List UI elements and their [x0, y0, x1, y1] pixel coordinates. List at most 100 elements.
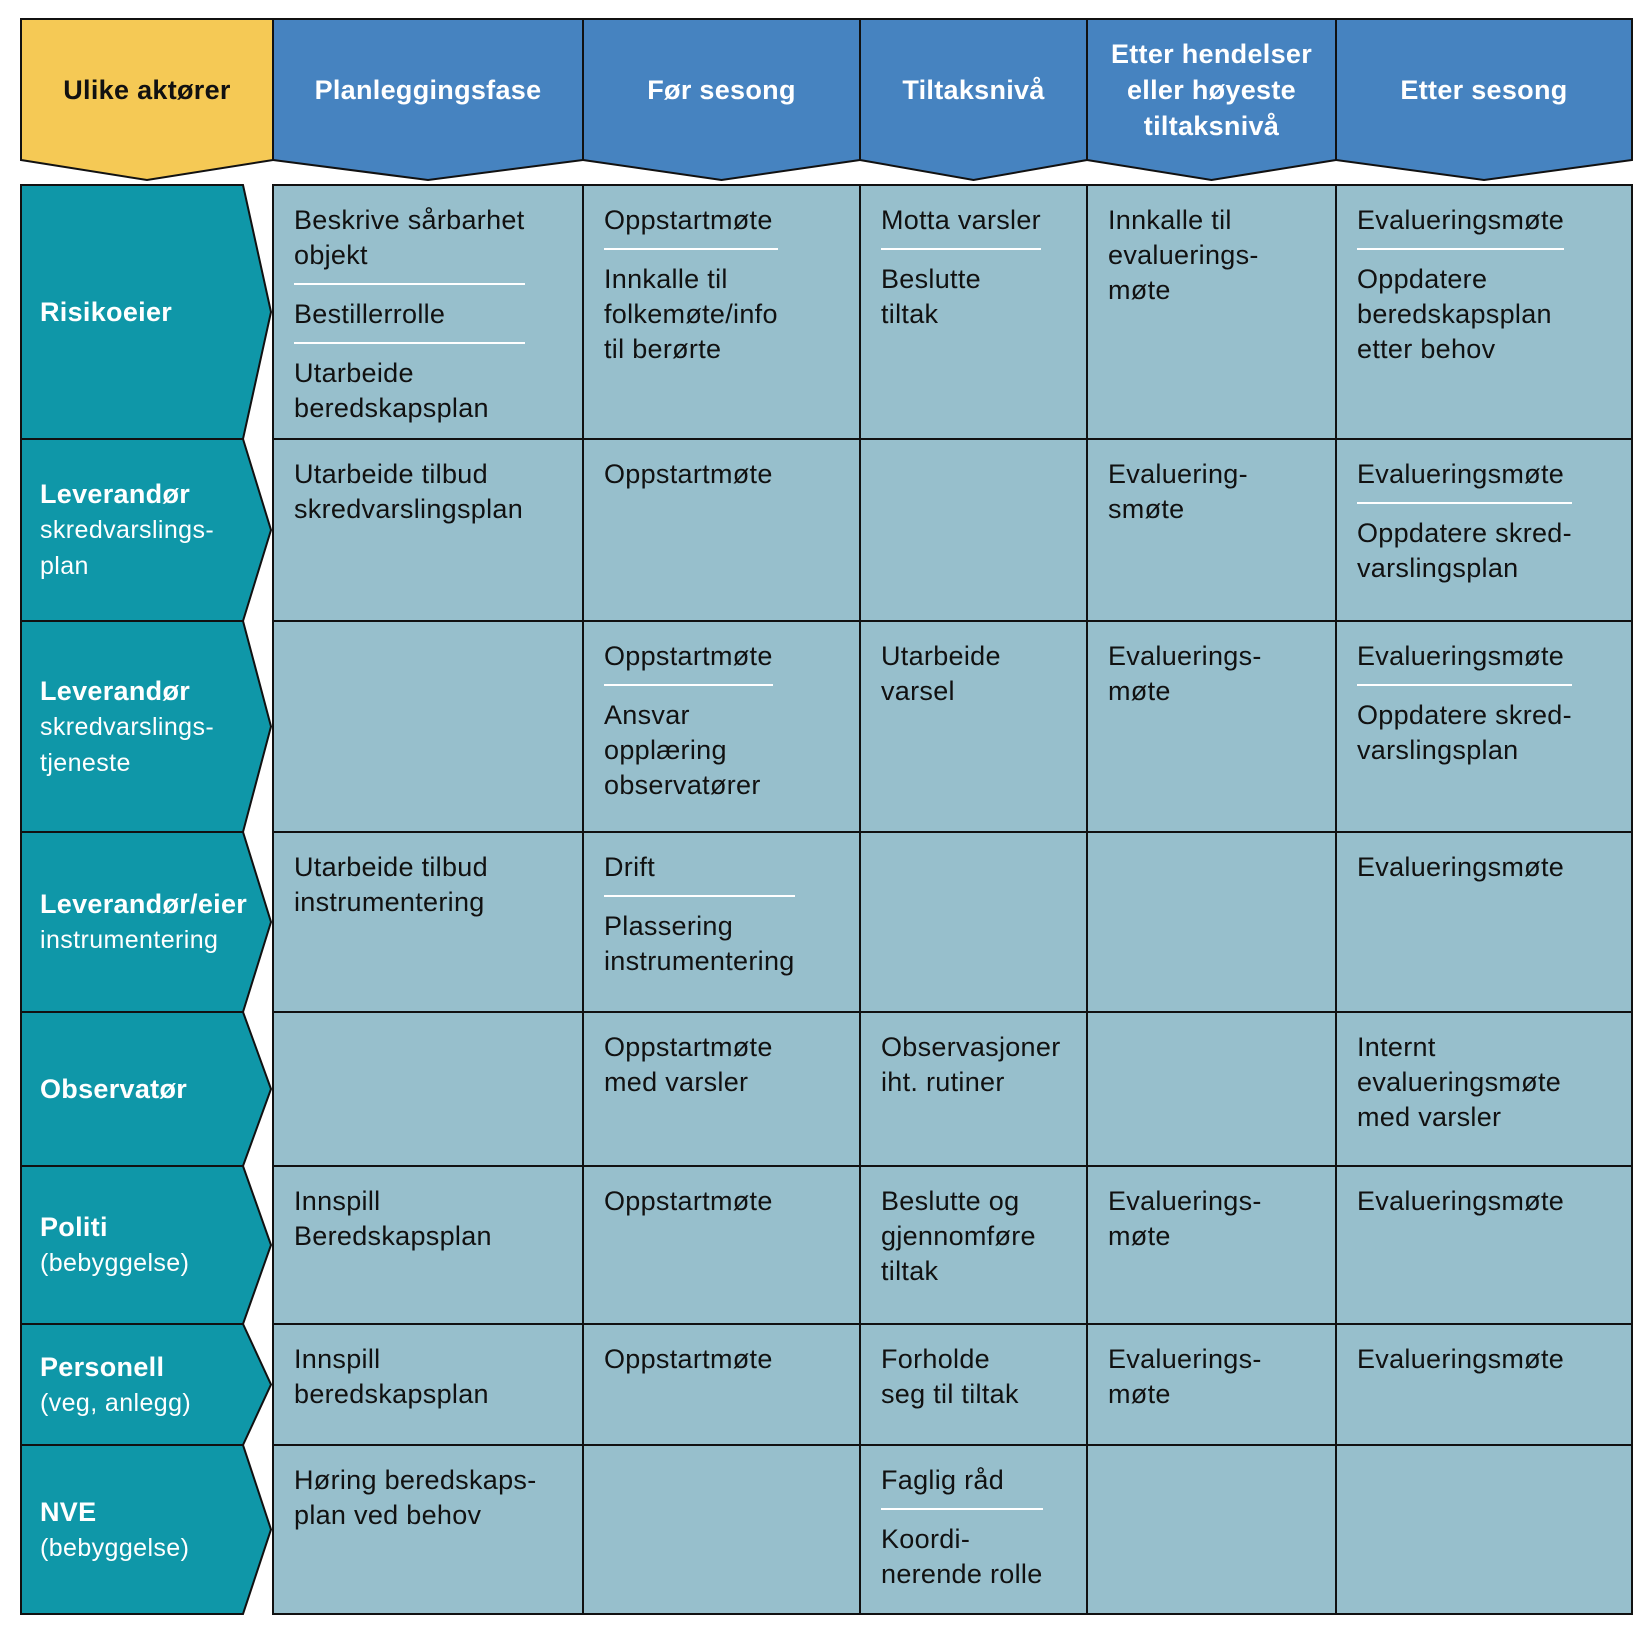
task-item: Oppstartmøte: [604, 205, 773, 235]
cell-background: [1335, 1323, 1633, 1446]
matrix-cell: Oppstartmøte Ansvar opplæring observatøre…: [583, 621, 860, 832]
item-separator: [1357, 684, 1572, 686]
cell-background: [859, 831, 1088, 1013]
matrix-cell: Oppstartmøte: [583, 1324, 860, 1445]
matrix-cell: Evalueringsmøte Oppdatere beredskapsplan …: [1336, 185, 1632, 439]
phase-header-shape: [272, 18, 584, 182]
matrix-cell: Evaluering- smøte: [1087, 439, 1336, 621]
actor-label: Leverandør/eier instrumentering: [40, 832, 271, 1012]
task-item: Oppstartmøte: [604, 641, 773, 671]
phase-header-shape: [582, 18, 861, 182]
task-item: Oppdatere skred- varslingsplan: [1357, 700, 1572, 765]
task-item: Beslutte tiltak: [881, 264, 981, 329]
cell-background: [272, 438, 584, 622]
actor-name: Leverandør: [40, 479, 191, 509]
task-item: Faglig råd: [881, 1465, 1005, 1495]
cell-background: [859, 1011, 1088, 1167]
actor-subtitle: (bebyggelse): [40, 1249, 190, 1277]
matrix-cell: Utarbeide tilbud skredvarslingsplan: [273, 439, 583, 621]
task-item: Oppstartmøte: [604, 1344, 773, 1374]
matrix-cell: Innspill Beredskapsplan: [273, 1166, 583, 1324]
actor-name: Leverandør: [40, 675, 191, 706]
cell-background: [582, 1165, 861, 1325]
task-item: Innspill Beredskapsplan: [294, 1186, 492, 1251]
task-item: Evaluerings- møte: [1108, 1344, 1262, 1409]
actor-row-shape: [20, 1011, 273, 1167]
matrix-cell: [273, 1012, 583, 1166]
actor-name: Leverandør/eier: [40, 889, 248, 919]
actor-subtitle: skredvarslings- plan: [40, 516, 215, 580]
matrix-cell: [1087, 832, 1336, 1012]
matrix-cell: Evaluerings- møte: [1087, 621, 1336, 832]
task-item: Innkalle til folkemøte/info til berørte: [604, 264, 778, 364]
phase-header: Etter hendelser eller høyeste tiltaksniv…: [1110, 38, 1313, 141]
matrix-cell: [1087, 1445, 1336, 1614]
actor-subtitle: instrumentering: [40, 926, 219, 954]
actor-row-shape: [20, 1323, 273, 1446]
phase-header: Tiltaksnivå: [902, 74, 1045, 105]
actor-name: Personell: [40, 1351, 165, 1382]
phase-header-shape: [1086, 18, 1337, 182]
cell-background: [582, 620, 861, 833]
actor-name: NVE: [40, 1496, 97, 1527]
cell-background: [1335, 184, 1633, 440]
actor-label: NVE (bebyggelse): [40, 1445, 271, 1614]
cell-background: [859, 184, 1088, 440]
item-separator: [604, 684, 773, 686]
cell-background: [582, 831, 861, 1013]
task-item: Observasjoner iht. rutiner: [881, 1032, 1061, 1097]
cell-background: [582, 438, 861, 622]
actor-name: Risikoeier: [40, 297, 173, 327]
task-item: Forholde seg til tiltak: [881, 1344, 1019, 1409]
matrix-cell: Innspill beredskapsplan: [273, 1324, 583, 1445]
matrix-cell: Utarbeide tilbud instrumentering: [273, 832, 583, 1012]
matrix-cell: Innkalle til evaluerings- møte: [1087, 185, 1336, 439]
matrix-cell: Oppstartmøte: [583, 1166, 860, 1324]
cell-background: [1086, 1323, 1337, 1446]
phase-header: Før sesong: [647, 74, 796, 105]
matrix-cell: Faglig råd Koordi- nerende rolle: [860, 1445, 1087, 1614]
task-item: Høring beredskaps- plan ved behov: [294, 1465, 537, 1530]
cell-background: [1086, 831, 1337, 1013]
item-separator: [294, 283, 525, 285]
task-item: Utarbeide tilbud skredvarslingsplan: [294, 459, 524, 524]
actor-subtitle: skredvarslings- tjeneste: [40, 712, 215, 777]
actor-row-shape: [20, 438, 273, 622]
task-item: Oppstartmøte: [604, 459, 773, 489]
matrix-cell: [583, 1445, 860, 1614]
matrix-cell: [1336, 1445, 1632, 1614]
task-item: Utarbeide tilbud instrumentering: [294, 852, 488, 917]
task-item: Evalueringsmøte: [1357, 852, 1565, 882]
cell-background: [1335, 1011, 1633, 1167]
phase-header: Planleggingsfase: [314, 74, 542, 105]
task-item: Beskrive sårbarhet objekt: [294, 205, 525, 270]
matrix-cell: Evalueringsmøte: [1336, 832, 1632, 1012]
task-item: Oppstartmøte: [604, 1186, 773, 1216]
item-separator: [1357, 248, 1565, 250]
task-item: Beslutte og gjennomføre tiltak: [881, 1186, 1036, 1286]
actor-row-shape: [20, 620, 273, 833]
task-item: Ansvar opplæring observatører: [604, 700, 761, 800]
cell-background: [859, 438, 1088, 622]
matrix-cell: Oppstartmøte med varsler: [583, 1012, 860, 1166]
task-item: Innkalle til evaluerings- møte: [1108, 205, 1259, 305]
cell-background: [1335, 831, 1633, 1013]
actor-subtitle: (veg, anlegg): [40, 1388, 192, 1417]
phase-header-shape: [1335, 18, 1633, 182]
actor-label: Leverandør skredvarslings- plan: [40, 439, 271, 621]
matrix-cell: [273, 621, 583, 832]
task-item: Oppstartmøte med varsler: [604, 1032, 773, 1097]
matrix-cell: Forholde seg til tiltak: [860, 1324, 1087, 1445]
cell-background: [582, 184, 861, 440]
actor-row-shape: [20, 1165, 273, 1325]
task-item: Innspill beredskapsplan: [294, 1344, 489, 1409]
task-item: Evaluerings- møte: [1108, 641, 1262, 706]
task-item: Internt evalueringsmøte med varsler: [1357, 1032, 1562, 1132]
item-separator: [881, 1508, 1043, 1510]
matrix-cell: Evaluerings- møte: [1087, 1166, 1336, 1324]
phase-header-shape: [859, 18, 1088, 182]
actor-subtitle: (bebyggelse): [40, 1533, 190, 1562]
matrix-cell: Evalueringsmøte: [1336, 1324, 1632, 1445]
cell-background: [272, 1444, 584, 1615]
